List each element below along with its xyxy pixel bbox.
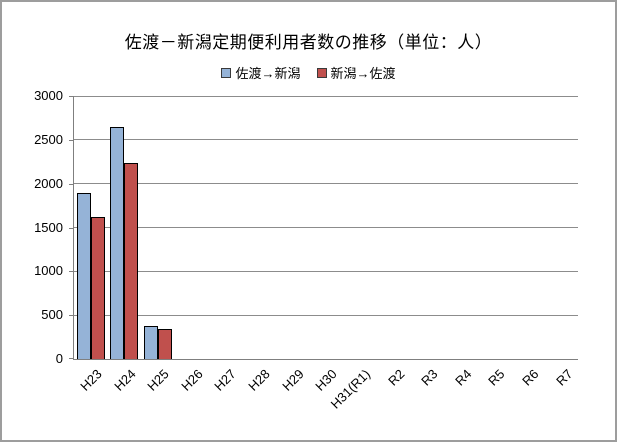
y-tick-500 [69,315,74,317]
bar-H24-series1 [110,127,124,359]
y-axis-label-3000: 3000 [34,88,63,103]
y-axis-label-1500: 1500 [34,219,63,235]
legend-item-niigata-to-sado: 新潟→佐渡 [316,63,396,82]
y-axis-label-2500: 2500 [34,131,63,147]
y-tick-1000 [69,271,74,273]
x-axis-label-H23: H23 [77,366,105,394]
x-axis-label-H27: H27 [211,366,240,394]
bar-H25-series1 [144,326,158,359]
x-axis-label-H26: H26 [178,366,206,394]
y-tick-1500 [69,227,74,229]
gridline-y-2000 [74,183,578,185]
x-axis-label-R4: R4 [451,366,475,389]
legend-swatch-series2 [316,67,327,78]
x-axis-label-H24: H24 [110,366,139,394]
legend-item-sado-to-niigata: 佐渡→新潟 [221,63,301,82]
y-tick-0 [69,358,74,359]
y-tick-3000 [69,96,74,97]
x-axis-label-R2: R2 [384,366,408,389]
x-axis-label-H28: H28 [245,366,273,394]
y-axis-label-0: 0 [55,351,63,366]
x-axis-label-R6: R6 [519,366,542,389]
gridline-y-1000 [74,270,578,272]
legend-swatch-series1 [221,67,232,78]
legend-label-series1: 佐渡→新潟 [235,66,301,81]
x-axis-label-R7: R7 [552,366,576,389]
y-tick-2000 [69,183,74,185]
x-axis-label-R5: R5 [485,366,508,389]
y-axis-label-1000: 1000 [34,263,63,279]
x-axis-label-H25: H25 [144,366,172,394]
chart-title: 佐渡－新潟定期便利用者数の推移（単位：人） [124,33,493,52]
x-axis-label-R3: R3 [418,366,441,389]
bar-H23-series1 [77,193,91,359]
gridline-y-2500 [74,139,578,141]
gridline-y-500 [74,314,578,316]
legend-label-series2: 新潟→佐渡 [330,66,396,81]
bar-H23-series2 [91,217,105,359]
x-axis-label-H29: H29 [278,366,307,394]
plot-area [69,96,578,360]
legend: 佐渡→新潟 新潟→佐渡 [2,63,615,82]
x-axis-label-H30: H30 [312,366,340,394]
bar-H24-series2 [124,163,138,359]
gridline-y-1500 [74,227,578,228]
gridline-y-3000 [74,96,578,97]
y-tick-2500 [69,139,74,141]
bar-H25-series2 [158,329,172,359]
y-axis-label-2000: 2000 [34,175,63,191]
y-axis-label-500: 500 [41,307,63,323]
